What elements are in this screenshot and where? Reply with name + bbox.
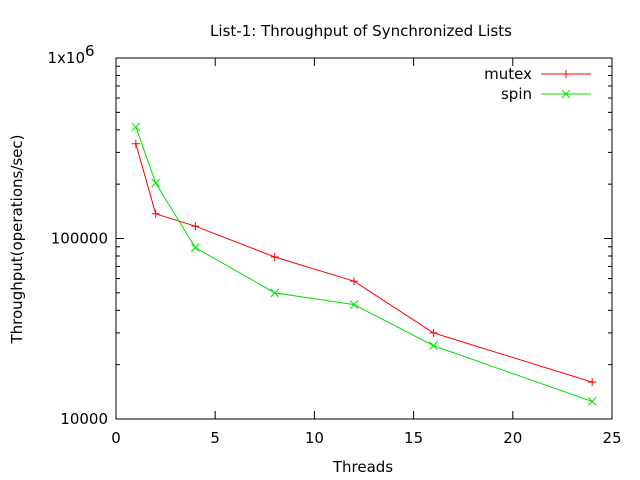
series-lines [131,122,597,406]
data-point-mutex [270,252,279,261]
y-tick-label: 1x10 [47,49,85,67]
y-tick-label-exponent: 6 [85,42,95,60]
marker-stroke [270,288,280,298]
y-axis-label: Throughput(operations/sec) [8,134,26,344]
x-tick-label: 20 [503,429,522,447]
y-tick-label: 100000 [51,230,108,248]
axis-ticks: 0 5 10 15 20 25 10000 100000 1x10 6 [47,42,621,447]
legend-label-spin: spin [501,85,532,103]
marker-stroke [429,341,438,350]
marker-stroke [151,178,161,188]
legend-marker-mutex [562,70,570,78]
x-tick-label: 10 [305,429,324,447]
legend-marker-spin [561,89,571,99]
data-point-mutex [588,378,597,387]
series-line-mutex [135,143,593,383]
data-point-mutex [151,209,160,218]
data-point-spin [131,122,141,132]
series-line-spin [135,126,593,402]
x-tick-label: 25 [602,429,621,447]
data-point-spin [349,300,359,310]
data-point-spin [587,397,597,406]
chart-title: List-1: Throughput of Synchronized Lists [210,22,512,40]
marker-stroke [587,397,597,406]
data-point-spin [191,243,200,252]
x-tick-label: 15 [404,429,423,447]
y-tick-label: 10000 [60,410,108,428]
x-tick-label: 5 [210,429,220,447]
data-point-mutex [350,277,359,286]
data-point-mutex [429,328,438,337]
marker-stroke [561,89,571,99]
legend-label-mutex: mutex [484,65,532,83]
x-tick-label: 0 [111,429,121,447]
data-point-spin [270,288,280,298]
data-point-mutex [131,139,140,148]
data-point-spin [151,178,161,188]
x-axis-label: Threads [332,458,393,476]
legend: mutex spin [484,65,591,103]
data-point-spin [429,341,438,350]
marker-stroke [191,243,200,252]
marker-stroke [131,122,141,132]
marker-stroke [349,300,359,310]
data-point-mutex [191,222,200,231]
